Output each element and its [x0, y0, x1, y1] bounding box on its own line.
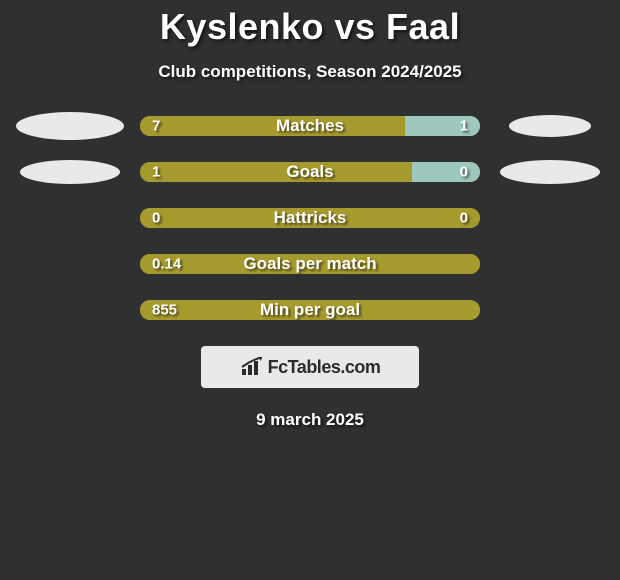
right-ellipse-icon	[500, 160, 600, 184]
logo-text: FcTables.com	[268, 357, 381, 378]
stat-bar: 00Hattricks	[140, 208, 480, 228]
comparison-card: Kyslenko vs Faal Club competitions, Seas…	[0, 0, 620, 430]
stat-rows: 71Matches10Goals00Hattricks0.14Goals per…	[0, 116, 620, 320]
stat-row: 71Matches	[0, 116, 620, 136]
left-ellipse-icon	[20, 160, 120, 184]
stat-row: 10Goals	[0, 162, 620, 182]
right-ellipse-icon	[509, 115, 591, 137]
left-value: 0	[152, 210, 160, 227]
left-value: 0.14	[152, 256, 181, 273]
left-value: 7	[152, 118, 160, 135]
left-value: 1	[152, 164, 160, 181]
bar-right-segment	[412, 162, 480, 182]
stat-bar: 0.14Goals per match	[140, 254, 480, 274]
source-logo: FcTables.com	[201, 346, 419, 388]
bar-left-segment	[140, 208, 480, 228]
stat-row: 855Min per goal	[0, 300, 620, 320]
stat-bar: 855Min per goal	[140, 300, 480, 320]
bar-left-segment	[140, 162, 412, 182]
stat-bar: 71Matches	[140, 116, 480, 136]
right-value: 1	[460, 118, 468, 135]
right-value: 0	[460, 210, 468, 227]
subtitle: Club competitions, Season 2024/2025	[0, 62, 620, 82]
bar-left-segment	[140, 300, 480, 320]
stat-row: 0.14Goals per match	[0, 254, 620, 274]
bar-left-segment	[140, 116, 405, 136]
date-label: 9 march 2025	[0, 410, 620, 430]
left-ellipse-icon	[16, 112, 124, 140]
left-value: 855	[152, 302, 177, 319]
bars-icon	[240, 357, 266, 377]
page-title: Kyslenko vs Faal	[0, 6, 620, 48]
stat-bar: 10Goals	[140, 162, 480, 182]
bar-right-segment	[405, 116, 480, 136]
bar-left-segment	[140, 254, 480, 274]
stat-row: 00Hattricks	[0, 208, 620, 228]
right-value: 0	[460, 164, 468, 181]
